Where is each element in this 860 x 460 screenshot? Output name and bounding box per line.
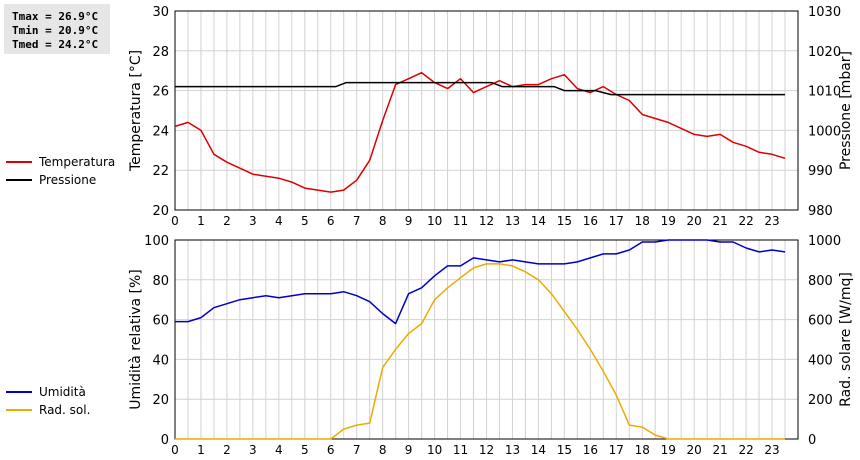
humidity-chart-y-tick-label: 80 [152, 274, 169, 289]
temp-chart-x-tick-label: 13 [505, 214, 520, 228]
legend-swatch-umidita [6, 391, 32, 393]
humidity-chart-y-right-tick-label: 600 [808, 314, 833, 329]
humidity-chart-y-tick-label: 40 [152, 353, 169, 368]
temp-chart-x-tick-label: 16 [583, 214, 598, 228]
legend-label-umidita: Umidità [39, 385, 86, 399]
humidity-chart-x-tick-label: 2 [223, 443, 231, 457]
series-line-pressione [175, 81, 785, 96]
humidity-chart-x-tick-label: 13 [505, 443, 520, 457]
humidity-chart: 0 1 2 3 4 5 6 7 8 9 10 11 12 13 14 15 16 17 18 19 20 21 22 2302… [128, 234, 854, 457]
temp-chart-x-tick-label: 14 [531, 214, 546, 228]
temp-chart: 0 1 2 3 4 5 6 7 8 9 10 11 12 13 14 15 16 17 18 19 20 21 22 2320… [128, 5, 854, 228]
humidity-chart-x-tick-label: 21 [712, 443, 727, 457]
temp-chart-x-tick-label: 23 [764, 214, 779, 228]
series-line-umidit [175, 239, 786, 325]
temp-chart-y-tick-label: 24 [152, 124, 169, 139]
humidity-chart-y-right-tick-label: 800 [808, 274, 833, 289]
humidity-chart-x-tick-label: 20 [687, 443, 702, 457]
temp-chart-y-axis-title: Temperatura [°C] [128, 50, 144, 172]
humidity-chart-x-tick-label: 15 [557, 443, 572, 457]
tmin-label: Tmin = 20.9°C [12, 24, 99, 37]
temp-chart-x-tick-label: 1 [197, 214, 205, 228]
temp-chart-y-tick-label: 26 [152, 85, 169, 100]
legend-label-rad-sol: Rad. sol. [39, 403, 91, 417]
humidity-chart-x-tick-label: 9 [405, 443, 413, 457]
temp-chart-y-right-axis-title: Pressione [mbar] [838, 51, 854, 170]
humidity-chart-y-right-axis-title: Rad. solare [W/mq] [838, 272, 854, 407]
temp-chart-x-tick-label: 15 [557, 214, 572, 228]
humidity-chart-frame [174, 239, 799, 440]
series-line-rad-sol [175, 263, 785, 440]
temp-chart-y-tick-label: 30 [152, 5, 169, 20]
series-line-temperatura [174, 71, 786, 193]
legend-swatch-pressione [6, 179, 32, 181]
humidity-chart-y-right-tick-label: 400 [808, 353, 833, 368]
legend-label-temperatura: Temperatura [39, 155, 116, 169]
temp-chart-frame [174, 10, 799, 211]
humidity-chart-y-tick-label: 20 [152, 393, 169, 408]
stats-box: Tmax = 26.9°C Tmin = 20.9°C Tmed = 24.2°… [4, 4, 110, 54]
legend-swatch-temperatura [6, 161, 32, 163]
humidity-chart-x-tick-label: 0 [171, 443, 179, 457]
humidity-chart-x-tick-label: 8 [379, 443, 387, 457]
temp-chart-x-tick-label: 3 [249, 214, 257, 228]
temp-chart-x-tick-label: 12 [479, 214, 494, 228]
humidity-chart-x-tick-label: 4 [275, 443, 283, 457]
temp-chart-y-tick-label: 22 [152, 164, 169, 179]
humidity-chart-y-right-tick-label: 200 [808, 393, 833, 408]
legend-label-pressione: Pressione [39, 173, 97, 187]
legend-swatch-rad-sol [6, 409, 32, 411]
temp-chart-y-right-tick-label: 990 [808, 164, 833, 179]
tmax-label: Tmax = 26.9°C [12, 10, 99, 23]
temp-chart-x-tick-label: 22 [738, 214, 753, 228]
temp-chart-x-tick-label: 21 [712, 214, 727, 228]
humidity-chart-y-tick-label: 60 [152, 314, 169, 329]
humidity-chart-y-tick-label: 0 [161, 433, 169, 448]
temp-chart-x-tick-label: 19 [661, 214, 676, 228]
temp-chart-x-tick-label: 7 [353, 214, 361, 228]
humidity-chart-x-tick-label: 11 [453, 443, 468, 457]
temp-chart-x-tick-label: 10 [427, 214, 442, 228]
temp-chart-x-tick-label: 11 [453, 214, 468, 228]
temp-chart-y-right-tick-label: 980 [808, 204, 833, 219]
humidity-chart-x-tick-label: 23 [764, 443, 779, 457]
temp-chart-x-tick-label: 8 [379, 214, 387, 228]
humidity-chart-x-tick-label: 12 [479, 443, 494, 457]
humidity-chart-x-tick-label: 22 [738, 443, 753, 457]
temp-chart-y-right-tick-label: 1010 [808, 85, 841, 100]
humidity-chart-y-tick-label: 100 [144, 234, 169, 249]
humidity-chart-x-tick-label: 19 [661, 443, 676, 457]
humidity-chart-x-tick-label: 14 [531, 443, 546, 457]
temp-chart-y-tick-label: 28 [152, 45, 169, 60]
temp-chart-y-right-tick-label: 1000 [808, 124, 841, 139]
temp-chart-x-tick-label: 17 [609, 214, 624, 228]
humidity-chart-x-tick-label: 17 [609, 443, 624, 457]
temp-chart-x-tick-label: 20 [687, 214, 702, 228]
temp-chart-x-tick-label: 9 [405, 214, 413, 228]
temp-chart-y-right-tick-label: 1030 [808, 5, 841, 20]
humidity-chart-y-right-tick-label: 0 [808, 433, 816, 448]
temp-chart-x-tick-label: 4 [275, 214, 283, 228]
humidity-chart-x-tick-label: 10 [427, 443, 442, 457]
humidity-chart-x-tick-label: 5 [301, 443, 309, 457]
temp-chart-y-tick-label: 20 [152, 204, 169, 219]
tmed-label: Tmed = 24.2°C [12, 38, 99, 51]
temp-chart-x-tick-label: 2 [223, 214, 231, 228]
humidity-chart-y-right-tick-label: 1000 [808, 234, 841, 249]
humidity-chart-x-tick-label: 6 [327, 443, 335, 457]
temp-chart-x-tick-label: 0 [171, 214, 179, 228]
humidity-chart-x-tick-label: 7 [353, 443, 361, 457]
humidity-chart-y-axis-title: Umidità relativa [%] [128, 269, 144, 410]
temp-chart-x-tick-label: 5 [301, 214, 309, 228]
humidity-chart-x-tick-label: 16 [583, 443, 598, 457]
humidity-chart-x-tick-label: 3 [249, 443, 257, 457]
temp-chart-y-right-tick-label: 1020 [808, 45, 841, 60]
temp-chart-x-tick-label: 6 [327, 214, 335, 228]
humidity-chart-x-tick-label: 18 [635, 443, 650, 457]
humidity-chart-x-tick-label: 1 [197, 443, 205, 457]
temp-chart-x-tick-label: 18 [635, 214, 650, 228]
